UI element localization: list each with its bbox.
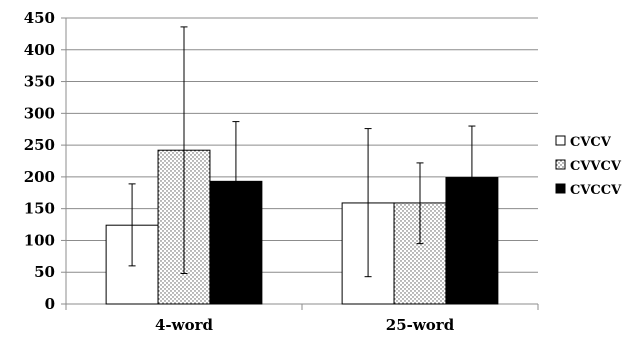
legend-swatch-cvcv [555, 135, 566, 146]
x-category-label: 4-word [155, 316, 213, 334]
y-tick-label: 350 [24, 73, 55, 91]
axis-labels: 0 50 100 150 200 250 300 350 400 450 4-word 25-word [24, 9, 455, 334]
bars [105, 149, 499, 305]
legend-label-cvccv: CVCCV [570, 183, 622, 198]
y-tick-label: 100 [24, 231, 55, 249]
y-tick-label: 50 [34, 263, 55, 281]
y-tick-label: 150 [24, 200, 55, 218]
y-tick-label: 400 [24, 41, 55, 59]
legend: CVCV CVVCV CVCCV [555, 135, 622, 198]
y-tick-label: 0 [45, 295, 55, 313]
legend-label-cvcv: CVCV [570, 135, 612, 150]
legend-label-cvvcv: CVVCV [570, 159, 622, 174]
y-tick-label: 450 [24, 9, 55, 27]
legend-swatch-cvccv [555, 183, 566, 194]
y-tick-label: 300 [24, 104, 55, 122]
error-bars [128, 26, 476, 278]
x-category-label: 25-word [386, 316, 455, 334]
legend-swatch-cvvcv [555, 159, 566, 170]
y-tick-label: 200 [24, 168, 55, 186]
y-tick-label: 250 [24, 136, 55, 154]
